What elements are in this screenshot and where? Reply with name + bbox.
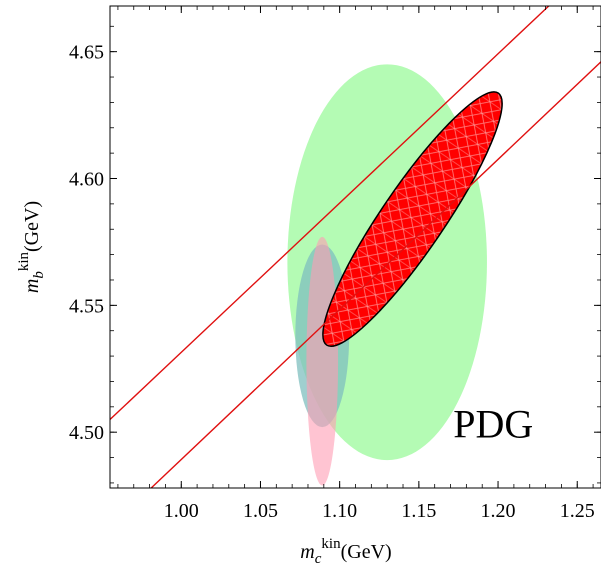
- x-axis-subscript: c: [315, 551, 322, 567]
- y-axis-superscript: kin: [16, 251, 32, 271]
- x-tick-label: 1.00: [164, 500, 199, 522]
- y-axis-unit: (GeV): [21, 201, 43, 252]
- x-tick-label: 1.25: [560, 500, 595, 522]
- pdg-annotation: PDG: [453, 401, 533, 446]
- y-axis-symbol: m: [21, 279, 43, 293]
- x-axis-symbol: m: [300, 541, 314, 563]
- y-axis-subscript: b: [31, 271, 47, 279]
- x-axis-unit: (GeV): [341, 541, 392, 563]
- y-tick-label: 4.50: [69, 422, 104, 444]
- x-tick-label: 1.10: [322, 500, 357, 522]
- y-tick-label: 4.65: [69, 42, 104, 64]
- x-axis-label: mckin(GeV): [300, 536, 391, 567]
- y-tick-label: 4.60: [69, 169, 104, 191]
- y-tick-label: 4.55: [69, 295, 104, 317]
- pink-region: [306, 236, 339, 486]
- x-tick-label: 1.20: [481, 500, 516, 522]
- x-tick-label: 1.15: [401, 500, 436, 522]
- y-axis-label: mbkin(GeV): [16, 201, 47, 293]
- bound-line-1: [110, 6, 550, 421]
- x-axis-superscript: kin: [321, 536, 341, 552]
- bound-line-2: [150, 61, 601, 488]
- x-tick-label: 1.05: [243, 500, 278, 522]
